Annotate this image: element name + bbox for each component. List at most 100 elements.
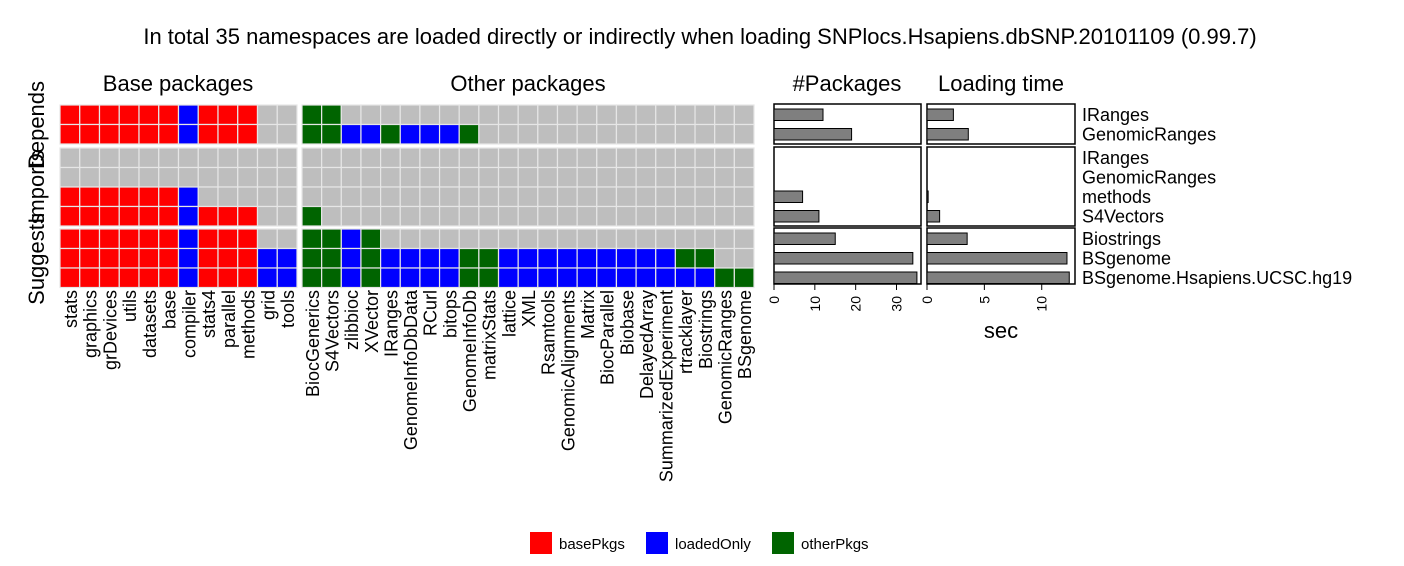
heatmap-cell-base [79,267,101,289]
heatmap-cell-base [217,228,239,250]
heatmap-cell-other [576,123,598,145]
heatmap-cell-other [321,104,342,126]
heatmap-cell-other [458,166,480,188]
heatmap-cell-base [197,205,219,227]
heatmap-cell-base [197,123,219,145]
column-label: grDevices [100,290,120,370]
heatmap-cell-base [59,205,81,227]
heatmap-cell-other [478,205,500,227]
heatmap-cell-other [655,147,676,169]
heatmap-cell-other [694,228,716,250]
row-package-label: GenomicRanges [1082,125,1216,145]
heatmap-cell-other [655,166,676,188]
heatmap-cell-other [301,228,323,250]
heatmap-cell-other [301,147,323,169]
heatmap-cell-base [158,166,180,188]
heatmap-cell-base [158,104,180,126]
heatmap-cell-base [276,228,298,250]
heatmap-cell-base [237,247,259,269]
heatmap-cell-other [655,267,676,289]
bar-packages [773,128,853,141]
heatmap-cell-other [576,247,598,269]
heatmap-cell-other [497,228,519,250]
heatmap-cell-other [380,205,401,227]
heatmap-cell-other [596,267,618,289]
heatmap-cell-other [596,123,618,145]
heatmap-cell-other [714,267,735,289]
heatmap-cell-other [537,247,559,269]
heatmap-cell-other [458,228,480,250]
heatmap-cell-base [138,228,160,250]
heatmap-cell-base [276,186,298,208]
heatmap-cell-base [158,205,180,227]
heatmap-cell-base [237,267,259,289]
heatmap-cell-base [98,186,120,208]
heatmap-cell-base [276,147,298,169]
heatmap-cell-base [138,247,160,269]
panel-title-time: Loading time [938,71,1064,96]
heatmap-cell-other [360,147,382,169]
heatmap-cell-base [59,123,81,145]
heatmap-cell-base [276,166,298,188]
heatmap-cell-base [79,247,101,269]
heatmap-cell-base [237,104,259,126]
heatmap-cell-base [197,228,219,250]
heatmap-cell-other [380,166,401,188]
heatmap-cell-other [694,205,716,227]
heatmap-cell-other [419,104,441,126]
heatmap-cell-other [674,166,696,188]
heatmap-cell-other [714,205,735,227]
heatmap-cell-base [256,166,278,188]
heatmap-cell-other [556,186,578,208]
heatmap-cell-other [694,166,716,188]
heatmap-cell-other [438,104,460,126]
heatmap-cell-base [98,104,120,126]
heatmap-cell-other [458,123,480,145]
heatmap-cell-base [197,186,219,208]
heatmap-cell-base [177,104,199,126]
heatmap-cell-base [256,205,278,227]
heatmap-cell-other [517,166,539,188]
column-label: stats4 [199,290,219,338]
heatmap-cell-other [674,247,696,269]
bar-panel-frame [926,146,1076,227]
heatmap-cell-base [158,123,180,145]
heatmap-cell-other [694,186,716,208]
heatmap-cell-other [635,267,657,289]
heatmap-cell-other [380,247,401,269]
row-group-label: Depends [24,81,49,169]
column-label: BiocParallel [598,290,618,385]
row-package-label: BSgenome.Hsapiens.UCSC.hg19 [1082,268,1352,288]
bar-loading-time [926,190,929,203]
heatmap-cell-other [301,123,323,145]
column-label: graphics [81,290,101,358]
heatmap-cell-other [635,186,657,208]
heatmap-cell-other [438,247,460,269]
heatmap-cell-other [556,166,578,188]
heatmap-cell-other [301,166,323,188]
column-label: Matrix [578,290,598,339]
heatmap-cell-other [556,147,578,169]
heatmap-cell-other [537,104,559,126]
legend-swatch [646,532,668,554]
heatmap-cell-base [79,104,101,126]
heatmap-cell-other [537,205,559,227]
heatmap-cell-other [458,247,480,269]
heatmap-cell-other [517,186,539,208]
time-axis-axis-label: sec [984,318,1018,343]
legend-label: loadedOnly [675,536,751,553]
heatmap-cell-base [217,166,239,188]
legend-label: basePkgs [559,536,625,553]
heatmap-cell-other [340,228,362,250]
heatmap-cell-base [217,147,239,169]
heatmap-cell-other [694,104,716,126]
heatmap-cell-other [399,267,421,289]
heatmap-cell-base [177,267,199,289]
heatmap-cell-other [419,247,441,269]
row-package-label: BSgenome [1082,249,1171,269]
heatmap-cell-base [256,228,278,250]
heatmap-cell-other [340,205,362,227]
heatmap-cell-base [79,147,101,169]
heatmap-cell-other [517,147,539,169]
